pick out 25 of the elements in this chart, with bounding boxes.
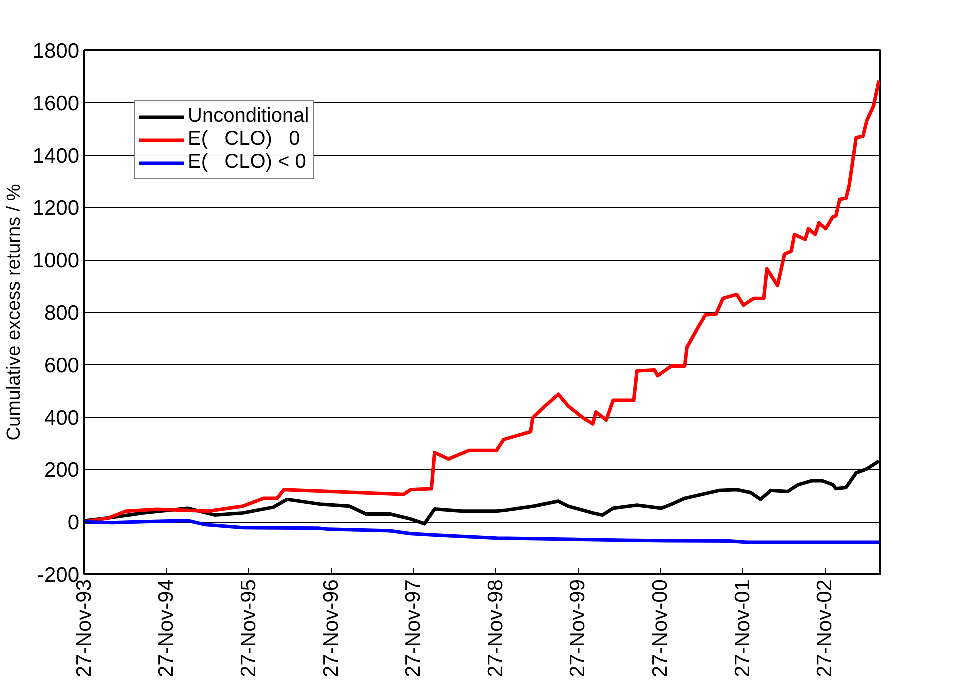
x-tick-label: 27-Nov-95 — [237, 579, 260, 678]
x-tick-label: 27-Nov-01 — [731, 579, 754, 678]
x-tick-label: 27-Nov-98 — [484, 579, 508, 678]
line-series — [84, 79, 880, 524]
y-tick-label: 0 — [68, 512, 80, 535]
x-tick-label: 27-Nov-02 — [814, 579, 837, 678]
y-tick-label: 600 — [44, 354, 80, 378]
y-tick-label: 1200 — [32, 197, 80, 220]
legend-label: E( CLO) < 0 — [188, 151, 306, 174]
x-tick-label: 27-Nov-97 — [402, 579, 426, 678]
x-tick-label: 27-Nov-99 — [566, 579, 590, 678]
x-tick-label: 27-Nov-94 — [155, 579, 178, 678]
x-tick-label: 27-Nov-96 — [320, 579, 343, 678]
y-tick-label: 1400 — [32, 144, 80, 168]
y-tick-label: 800 — [44, 302, 80, 325]
y-tick-label: 200 — [44, 459, 80, 482]
y-tick-label: 1000 — [32, 250, 80, 273]
legend-label: Unconditional — [188, 105, 310, 128]
y-tick-label: 1800 — [32, 40, 80, 63]
line-series — [84, 519, 880, 544]
y-tick-label: 400 — [44, 406, 80, 430]
x-tick-label: 27-Nov-00 — [649, 579, 672, 678]
y-tick-label: 1600 — [32, 92, 80, 116]
legend-label: E( CLO) 0 — [188, 128, 300, 151]
y-axis-title: Cumulative excess returns / % — [4, 184, 25, 441]
